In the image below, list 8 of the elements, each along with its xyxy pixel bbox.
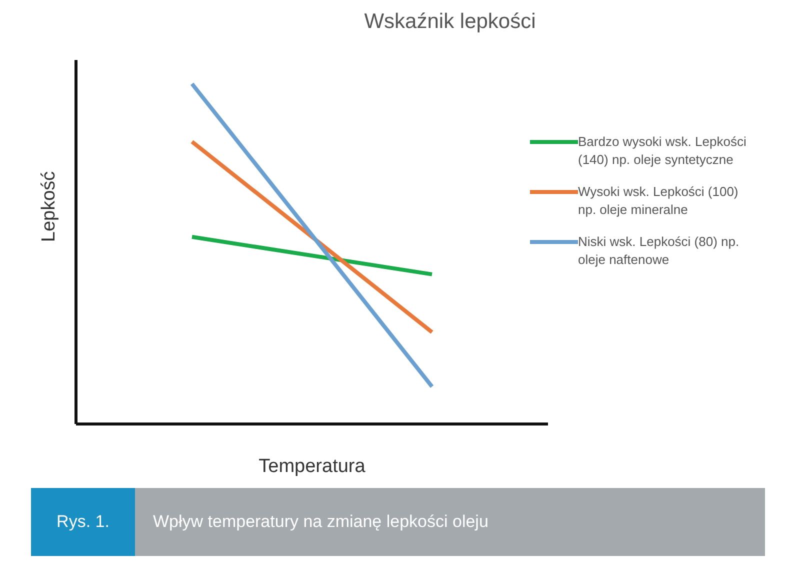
x-axis-title: Temperatura bbox=[258, 456, 366, 477]
text: Wpływ temperatury na zmianę lepkości oleju bbox=[135, 488, 765, 556]
y-axis-title: Lepkość bbox=[38, 171, 60, 242]
chart-title: Wskaźnik lepkości bbox=[363, 10, 537, 34]
text: Rys. 1. bbox=[31, 488, 135, 556]
legend-label: Bardzo wysoki wsk. Lepkości (140) np. oleje syntetyczne bbox=[578, 133, 748, 169]
legend-label: Wysoki wsk. Lepkości (100) np. oleje mineralne bbox=[578, 183, 740, 219]
legend-label: Niski wsk. Lepkości (80) np. oleje naftenowe bbox=[578, 233, 740, 269]
